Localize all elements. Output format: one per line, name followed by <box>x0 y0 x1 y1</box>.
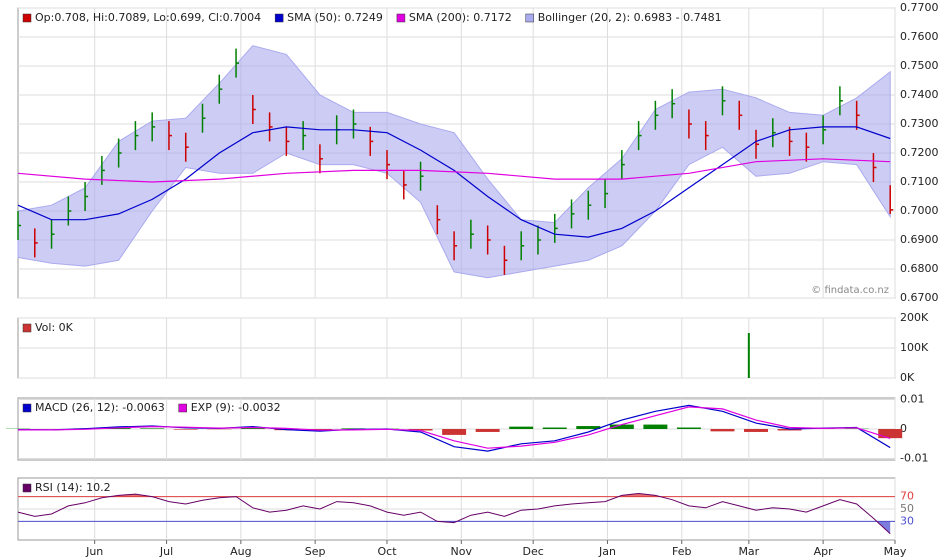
macd-histogram-bar <box>643 424 668 429</box>
legend-swatch <box>525 13 534 23</box>
y-tick-label: 200K <box>900 311 929 324</box>
macd-histogram-bar <box>442 429 467 435</box>
legend-swatch <box>22 323 32 333</box>
y-tick-label: 0K <box>900 371 915 384</box>
macd-histogram-bar <box>542 427 567 429</box>
x-tick-label: Aug <box>230 545 251 558</box>
x-tick-label: Jun <box>85 545 103 558</box>
x-tick-label: Apr <box>814 545 834 558</box>
macd-line <box>18 406 891 449</box>
legend-swatch <box>22 13 32 23</box>
legend-label: Bollinger (20, 2): 0.6983 - 0.7481 <box>538 11 722 24</box>
legend-label: RSI (14): 10.2 <box>35 481 111 494</box>
x-tick-label: Mar <box>738 545 759 558</box>
legend-label: SMA (50): 0.7249 <box>287 11 383 24</box>
macd-histogram-bar <box>509 426 534 429</box>
macd-histogram-bar <box>240 428 265 429</box>
macd-histogram-bar <box>307 429 332 430</box>
rsi-line <box>17 492 891 535</box>
x-tick-label: Oct <box>377 545 397 558</box>
y-tick-label: 0.7200 <box>900 146 939 159</box>
macd-histogram-bar <box>475 429 500 432</box>
macd-histogram-bar <box>878 429 903 439</box>
x-tick-label: Jul <box>159 545 173 558</box>
y-tick-label: -0.01 <box>900 452 928 465</box>
legend-swatch <box>22 483 32 493</box>
legend-label: SMA (200): 0.7172 <box>409 11 512 24</box>
y-tick-label: 0.7100 <box>900 175 939 188</box>
y-tick-label: 70 <box>900 490 914 503</box>
x-tick-label: Sep <box>305 545 326 558</box>
y-tick-label: 100K <box>900 341 929 354</box>
y-tick-label: 0.7400 <box>900 88 939 101</box>
macd-histogram-bar <box>676 427 701 429</box>
macd-histogram-bar <box>106 428 131 429</box>
macd-histogram-bar <box>408 429 433 431</box>
macd-histogram-bar <box>744 429 769 432</box>
legend-swatch <box>178 403 187 413</box>
macd-histogram-bar <box>777 429 802 431</box>
macd-histogram-bar <box>173 429 198 430</box>
legend-label: MACD (26, 12): -0.0063 <box>35 401 165 414</box>
x-tick-label: Jan <box>598 545 616 558</box>
sma-line <box>17 126 891 238</box>
legend-label: Vol: 0K <box>35 321 74 334</box>
x-tick-label: Nov <box>451 545 473 558</box>
y-tick-label: 0.7500 <box>900 59 939 72</box>
macd-histogram-bar <box>576 426 601 429</box>
y-tick-label: 0.6900 <box>900 233 939 246</box>
y-tick-label: 0.7600 <box>900 30 939 43</box>
y-tick-label: 0 <box>900 422 907 435</box>
x-tick-label: Dec <box>523 545 544 558</box>
legend-label: Op:0.708, Hi:0.7089, Lo:0.699, Cl:0.7004 <box>35 11 261 24</box>
legend-swatch <box>396 13 406 23</box>
y-tick-label: 0.7300 <box>900 117 939 130</box>
legend-swatch <box>22 403 32 413</box>
y-tick-label: 50 <box>900 502 914 515</box>
macd-histogram-bar <box>609 424 634 429</box>
macd-histogram-bar <box>710 429 735 432</box>
sma-line <box>17 158 891 183</box>
x-tick-label: May <box>884 545 907 558</box>
y-tick-label: 0.7000 <box>900 204 939 217</box>
y-tick-label: 30 <box>900 514 914 527</box>
y-tick-label: 0.6700 <box>900 291 939 304</box>
y-tick-label: 0.7700 <box>900 1 939 14</box>
legend-swatch <box>274 13 284 23</box>
macd-histogram-bar <box>140 428 165 429</box>
y-tick-label: 0.6800 <box>900 262 939 275</box>
y-tick-label: 0.01 <box>900 392 925 405</box>
x-tick-label: Feb <box>672 545 691 558</box>
legend-label: EXP (9): -0.0032 <box>191 401 281 414</box>
volume-bar <box>747 333 750 378</box>
watermark: © findata.co.nz <box>811 285 889 296</box>
